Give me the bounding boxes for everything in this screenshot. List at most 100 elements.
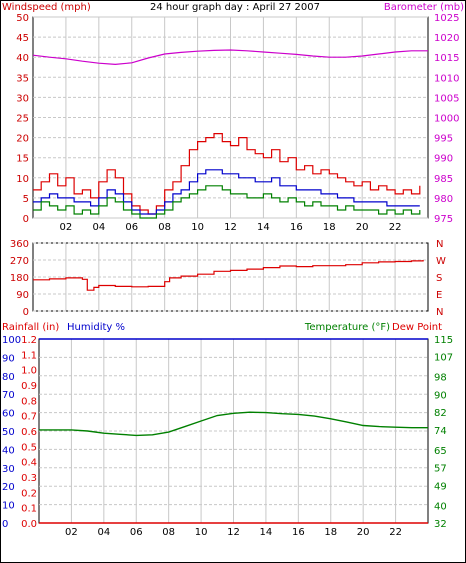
x-tick-label-hour: 22 — [389, 222, 402, 233]
y-tick-label-temperature: 107 — [434, 353, 453, 364]
y-tick-label-rainfall: 0.4 — [21, 458, 37, 469]
y-tick-label-direction: 90 — [16, 290, 29, 301]
y-tick-label-rainfall: 1.1 — [21, 350, 37, 361]
y-tick-label-compass: E — [436, 290, 442, 301]
y-tick-label-compass: N — [436, 239, 443, 250]
x-tick-label-hour: 18 — [324, 527, 337, 538]
y-tick-label-humidity: 20 — [2, 482, 15, 493]
y-tick-label-compass: W — [436, 256, 446, 267]
y-tick-label-temperature: 32 — [434, 519, 447, 530]
rainfall-axis-title: Rainfall (in) — [2, 322, 59, 333]
y-tick-label-rainfall: 1.2 — [21, 335, 37, 346]
y-tick-label-barometer: 1005 — [434, 93, 459, 104]
temperature-axis-title: Temperature (°F) — [304, 322, 390, 333]
x-tick-label-hour: 10 — [191, 222, 204, 233]
y-tick-label-rainfall: 0.6 — [21, 427, 37, 438]
x-tick-label-hour: 02 — [60, 222, 73, 233]
series-line-direction — [33, 260, 424, 291]
y-tick-label-windspeed: 10 — [16, 174, 29, 185]
x-tick-label-hour: 04 — [97, 527, 110, 538]
y-tick-label-barometer: 985 — [434, 174, 453, 185]
y-tick-label-humidity: 90 — [2, 353, 15, 364]
y-tick-label-windspeed: 0 — [23, 214, 29, 225]
dew-point-axis-title: Dew Point — [392, 322, 442, 333]
x-tick-label-hour: 22 — [389, 527, 402, 538]
windspeed-axis-title: Windspeed (mph) — [2, 2, 91, 13]
y-tick-label-rainfall: 1.0 — [21, 366, 37, 377]
y-tick-label-humidity: 50 — [2, 427, 15, 438]
series-line-average — [33, 169, 420, 215]
y-tick-label-windspeed: 30 — [16, 93, 29, 104]
x-tick-label-hour: 06 — [130, 527, 143, 538]
y-tick-label-humidity: 70 — [2, 390, 15, 401]
x-tick-label-hour: 20 — [356, 222, 369, 233]
x-tick-label-hour: 12 — [224, 222, 237, 233]
y-tick-label-compass: S — [436, 273, 442, 284]
y-tick-label-barometer: 1010 — [434, 73, 459, 84]
y-tick-label-humidity: 0 — [2, 519, 8, 530]
y-tick-label-direction: 180 — [10, 273, 29, 284]
y-tick-label-rainfall: 0.5 — [21, 442, 37, 453]
x-tick-label-hour: 20 — [357, 527, 370, 538]
y-tick-label-temperature: 49 — [434, 481, 447, 492]
series-line-gust — [33, 133, 421, 215]
x-tick-label-hour: 18 — [323, 222, 336, 233]
y-tick-label-rainfall: 0.3 — [21, 473, 37, 484]
x-tick-label-hour: 10 — [195, 527, 208, 538]
y-tick-label-windspeed: 20 — [16, 134, 29, 145]
y-tick-label-temperature: 98 — [434, 373, 447, 384]
x-tick-label-hour: 16 — [292, 527, 305, 538]
y-tick-label-windspeed: 35 — [16, 73, 29, 84]
y-tick-label-barometer: 990 — [434, 154, 453, 165]
y-tick-label-humidity: 100 — [2, 335, 21, 346]
y-tick-label-humidity: 40 — [2, 445, 15, 456]
y-tick-label-barometer: 1020 — [434, 33, 459, 44]
x-tick-label-hour: 08 — [158, 222, 171, 233]
y-tick-label-direction: 0 — [23, 307, 29, 318]
y-tick-label-windspeed: 45 — [16, 33, 29, 44]
y-tick-label-temperature: 40 — [434, 501, 447, 512]
y-tick-label-rainfall: 0.0 — [21, 519, 37, 530]
y-tick-label-barometer: 980 — [434, 194, 453, 205]
y-tick-label-humidity: 10 — [2, 501, 15, 512]
y-tick-label-rainfall: 0.1 — [21, 504, 37, 515]
x-tick-label-hour: 14 — [257, 222, 270, 233]
y-tick-label-temperature: 90 — [434, 390, 447, 401]
x-tick-label-hour: 02 — [65, 527, 78, 538]
y-tick-label-rainfall: 0.7 — [21, 412, 37, 423]
y-tick-label-barometer: 995 — [434, 134, 453, 145]
y-tick-label-temperature: 65 — [434, 446, 447, 457]
series-line-temperature — [39, 411, 428, 437]
graph-title: 24 hour graph day : April 27 2007 — [150, 2, 320, 13]
y-tick-label-direction: 360 — [10, 239, 29, 250]
y-tick-label-windspeed: 15 — [16, 154, 29, 165]
series-line-barometer — [32, 49, 428, 66]
x-tick-label-hour: 12 — [227, 527, 240, 538]
y-tick-label-temperature: 82 — [434, 408, 447, 419]
y-tick-label-windspeed: 5 — [23, 194, 29, 205]
y-tick-label-barometer: 975 — [434, 214, 453, 225]
x-tick-label-hour: 06 — [125, 222, 138, 233]
y-tick-label-rainfall: 0.8 — [21, 396, 37, 407]
y-tick-label-temperature: 74 — [434, 426, 447, 437]
y-tick-label-barometer: 1025 — [434, 13, 459, 24]
y-tick-label-windspeed: 50 — [16, 13, 29, 24]
y-tick-label-barometer: 1000 — [434, 114, 459, 125]
x-tick-label-hour: 16 — [290, 222, 303, 233]
x-tick-label-hour: 14 — [260, 527, 273, 538]
y-tick-label-humidity: 80 — [2, 372, 15, 383]
barometer-axis-title: Barometer (mb) — [384, 2, 464, 13]
y-tick-label-humidity: 30 — [2, 464, 15, 475]
y-tick-label-windspeed: 40 — [16, 53, 29, 64]
x-tick-label-hour: 08 — [162, 527, 175, 538]
y-tick-label-rainfall: 0.9 — [21, 381, 37, 392]
y-tick-label-windspeed: 25 — [16, 114, 29, 125]
y-tick-label-temperature: 115 — [434, 335, 453, 346]
y-tick-label-temperature: 57 — [434, 464, 447, 475]
y-tick-label-rainfall: 0.2 — [21, 488, 37, 499]
y-tick-label-direction: 270 — [10, 256, 29, 267]
x-tick-label-hour: 04 — [92, 222, 105, 233]
